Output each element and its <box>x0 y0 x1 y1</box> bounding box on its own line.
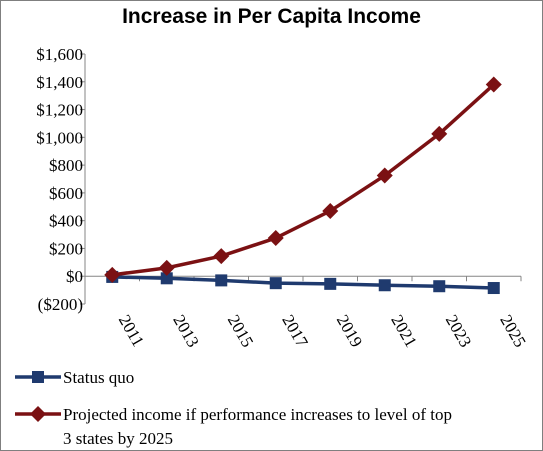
data-point <box>324 277 337 290</box>
x-tick-label: 2011 <box>115 312 148 350</box>
y-tick-label: $600 <box>49 184 83 203</box>
chart-title: Increase in Per Capita Income <box>122 5 421 28</box>
y-tick-label: ($200) <box>38 295 83 314</box>
legend-marker <box>30 406 46 422</box>
data-point <box>215 274 228 287</box>
x-tick-label: 2025 <box>496 312 529 351</box>
legend-label: Status quo <box>63 368 134 387</box>
y-tick-label: $200 <box>49 239 83 258</box>
data-point <box>104 266 121 283</box>
legend-marker <box>32 371 44 383</box>
data-point <box>431 125 448 142</box>
y-tick-label: $1,400 <box>36 73 83 92</box>
x-tick-label: 2015 <box>224 312 257 351</box>
data-point <box>160 272 173 285</box>
x-tick-label: 2019 <box>333 312 366 351</box>
y-tick-label: $0 <box>66 267 83 286</box>
legend-label: 3 states by 2025 <box>63 429 173 448</box>
legend-label: Projected income if performance increase… <box>63 405 452 424</box>
x-tick-label: 2013 <box>169 312 202 351</box>
data-point <box>158 259 175 276</box>
data-point <box>378 279 391 292</box>
x-tick-label: 2017 <box>278 312 312 351</box>
x-tick-label: 2023 <box>442 312 475 351</box>
y-tick-label: $1,200 <box>36 101 83 120</box>
data-point <box>485 76 502 93</box>
x-tick-label: 2021 <box>387 312 420 351</box>
data-point <box>376 167 393 184</box>
series-line <box>112 275 494 290</box>
data-point <box>322 202 339 219</box>
y-tick-label: $800 <box>49 156 83 175</box>
data-point <box>269 277 282 290</box>
y-tick-label: $400 <box>49 212 83 231</box>
data-point <box>487 282 500 295</box>
data-point <box>213 248 230 265</box>
data-point <box>433 280 446 293</box>
y-tick-label: $1,000 <box>36 128 83 147</box>
y-tick-label: $1,600 <box>36 45 83 64</box>
data-point <box>267 230 284 247</box>
series-line <box>112 83 495 277</box>
